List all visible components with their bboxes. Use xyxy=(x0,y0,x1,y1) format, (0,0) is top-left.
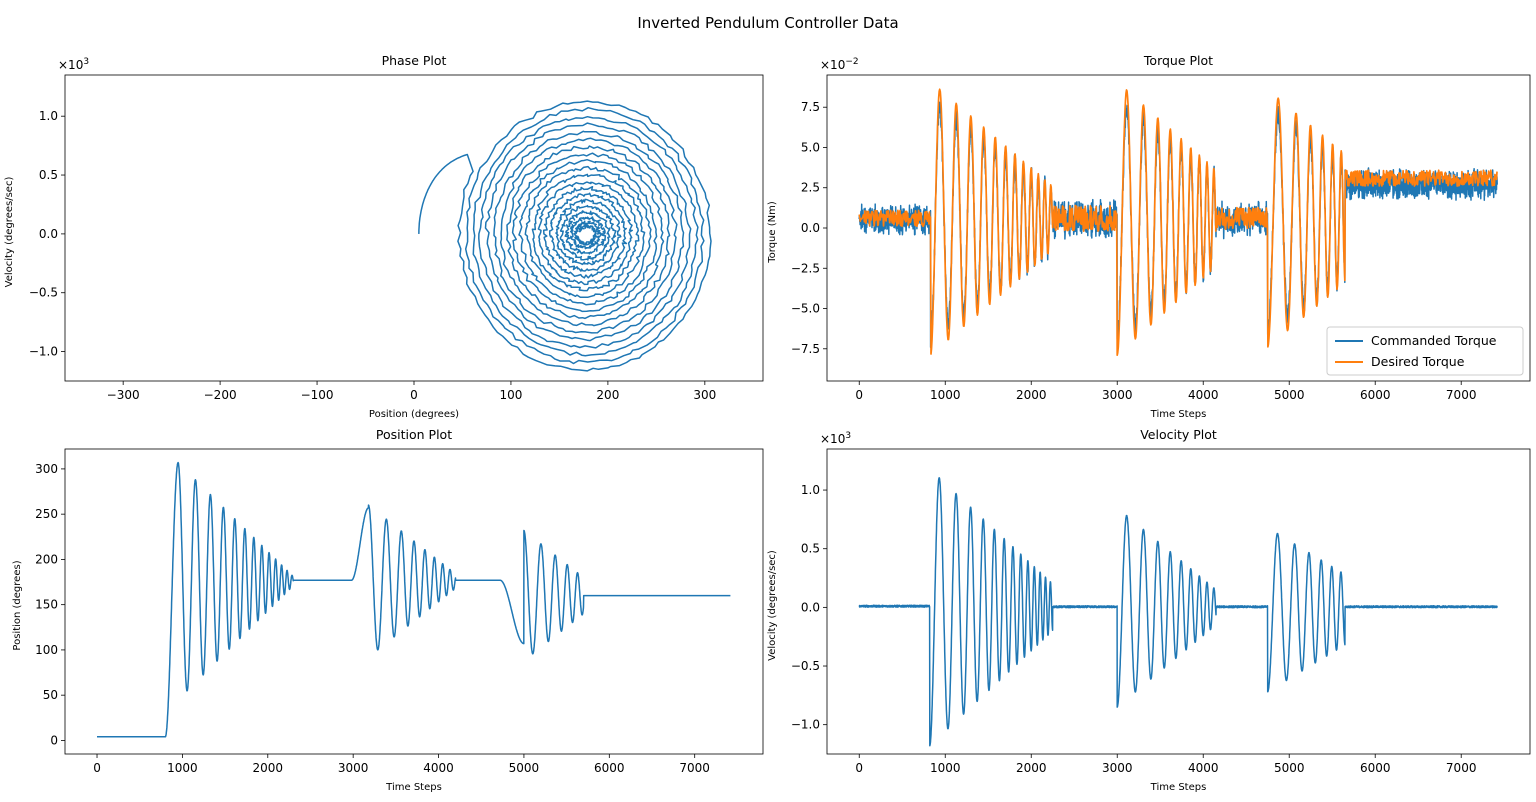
y-offset-label: ×103 xyxy=(820,431,851,446)
x-tick-label: 5000 xyxy=(1274,388,1305,402)
y-tick-label: −5.0 xyxy=(791,302,820,316)
x-tick-label: 0 xyxy=(855,761,863,775)
x-tick-label: 6000 xyxy=(1360,761,1391,775)
x-tick-label: 0 xyxy=(93,761,101,775)
x-tick-label: 1000 xyxy=(167,761,198,775)
y-tick-label: 100 xyxy=(35,643,58,657)
x-tick-label: 6000 xyxy=(1360,388,1391,402)
figure-title: Inverted Pendulum Controller Data xyxy=(637,14,898,32)
plot-title: Torque Plot xyxy=(1143,53,1213,68)
position-frame xyxy=(64,448,764,755)
y-tick-label: 0.0 xyxy=(801,221,820,235)
x-tick-label: 7000 xyxy=(1446,761,1477,775)
y-tick-label: 0.0 xyxy=(801,600,820,614)
velocity-chart: Velocity Plot Time Steps Velocity (degrees… xyxy=(767,427,1531,793)
y-tick-label: 0.5 xyxy=(801,542,820,556)
x-tick-label: 0 xyxy=(855,388,863,402)
charts: Phase Plot Position (degrees) Velocity (de… xyxy=(4,53,1531,793)
x-tick-label: 5000 xyxy=(509,761,540,775)
x-tick-label: −100 xyxy=(301,388,334,402)
y-offset-label: ×103 xyxy=(58,57,89,72)
x-tick-label: 2000 xyxy=(1016,388,1047,402)
x-tick-label: 1000 xyxy=(930,388,961,402)
x-tick-label: 2000 xyxy=(253,761,284,775)
x-tick-label: 7000 xyxy=(679,761,710,775)
x-tick-label: 200 xyxy=(596,388,619,402)
plot-title: Phase Plot xyxy=(382,53,447,68)
x-tick-label: 4000 xyxy=(423,761,454,775)
y-tick-label: −1.0 xyxy=(791,718,820,732)
legend-label-desired: Desired Torque xyxy=(1371,354,1465,369)
y-offset-label: ×10−2 xyxy=(820,57,859,72)
x-tick-label: 300 xyxy=(693,388,716,402)
plot-title: Position Plot xyxy=(376,427,452,442)
y-axis-label: Velocity (degrees/sec) xyxy=(4,177,15,288)
y-tick-label: 0.5 xyxy=(39,168,58,182)
y-tick-label: −0.5 xyxy=(29,286,58,300)
y-tick-label: 7.5 xyxy=(801,100,820,114)
y-tick-label: 50 xyxy=(43,688,58,702)
y-tick-label: 150 xyxy=(35,598,58,612)
x-tick-label: 0 xyxy=(410,388,418,402)
x-tick-label: −300 xyxy=(107,388,140,402)
torque-plot-area xyxy=(858,88,1498,357)
phase-chart: Phase Plot Position (degrees) Velocity (de… xyxy=(4,53,764,420)
x-axis-label: Time Steps xyxy=(385,782,442,793)
x-tick-label: 1000 xyxy=(930,761,961,775)
legend-box xyxy=(1326,326,1524,376)
position-plot-area xyxy=(96,461,731,738)
y-axis-label: Velocity (degrees/sec) xyxy=(767,550,778,661)
y-axis-label: Torque (Nm) xyxy=(767,201,778,264)
y-tick-label: 5.0 xyxy=(801,140,820,154)
y-tick-label: −2.5 xyxy=(791,261,820,275)
x-axis-label: Time Steps xyxy=(1150,409,1207,420)
phase-series-line xyxy=(418,100,712,372)
y-tick-label: 200 xyxy=(35,552,58,566)
phase-frame xyxy=(64,74,764,382)
y-tick-label: 250 xyxy=(35,507,58,521)
velocity-series-line xyxy=(858,477,1498,747)
y-tick-label: −0.5 xyxy=(791,659,820,673)
plot-title: Velocity Plot xyxy=(1140,427,1217,442)
y-tick-label: 1.0 xyxy=(39,109,58,123)
y-axis-label: Position (degrees) xyxy=(12,560,23,650)
x-tick-label: −200 xyxy=(204,388,237,402)
x-axis-label: Time Steps xyxy=(1150,782,1207,793)
y-tick-label: 1.0 xyxy=(801,483,820,497)
y-tick-label: 0.0 xyxy=(39,227,58,241)
x-tick-label: 3000 xyxy=(1102,761,1133,775)
y-tick-label: −1.0 xyxy=(29,345,58,359)
x-tick-label: 100 xyxy=(499,388,522,402)
x-tick-label: 4000 xyxy=(1188,388,1219,402)
y-tick-label: 0 xyxy=(50,733,58,747)
x-tick-label: 3000 xyxy=(1102,388,1133,402)
velocity-plot-area xyxy=(858,477,1498,747)
y-tick-label: 2.5 xyxy=(801,181,820,195)
velocity-frame xyxy=(826,448,1531,755)
phase-plot-area xyxy=(418,100,712,372)
x-tick-label: 7000 xyxy=(1446,388,1477,402)
x-tick-label: 3000 xyxy=(338,761,369,775)
legend-label-commanded: Commanded Torque xyxy=(1371,333,1497,348)
torque-chart: Torque Plot Time Steps Torque (Nm) 0 1000 200… xyxy=(767,53,1531,420)
y-tick-label: 300 xyxy=(35,462,58,476)
position-chart: Position Plot Time Steps Position (degrees… xyxy=(12,427,764,793)
y-tick-label: −7.5 xyxy=(791,342,820,356)
legend: Commanded Torque Desired Torque xyxy=(1326,326,1524,376)
x-axis-label: Position (degrees) xyxy=(369,409,459,420)
position-series-line xyxy=(96,461,731,738)
x-tick-label: 4000 xyxy=(1188,761,1219,775)
x-tick-label: 6000 xyxy=(594,761,625,775)
x-tick-label: 2000 xyxy=(1016,761,1047,775)
desired-torque-line xyxy=(858,88,1498,357)
x-tick-label: 5000 xyxy=(1274,761,1305,775)
torque-frame xyxy=(826,74,1531,382)
